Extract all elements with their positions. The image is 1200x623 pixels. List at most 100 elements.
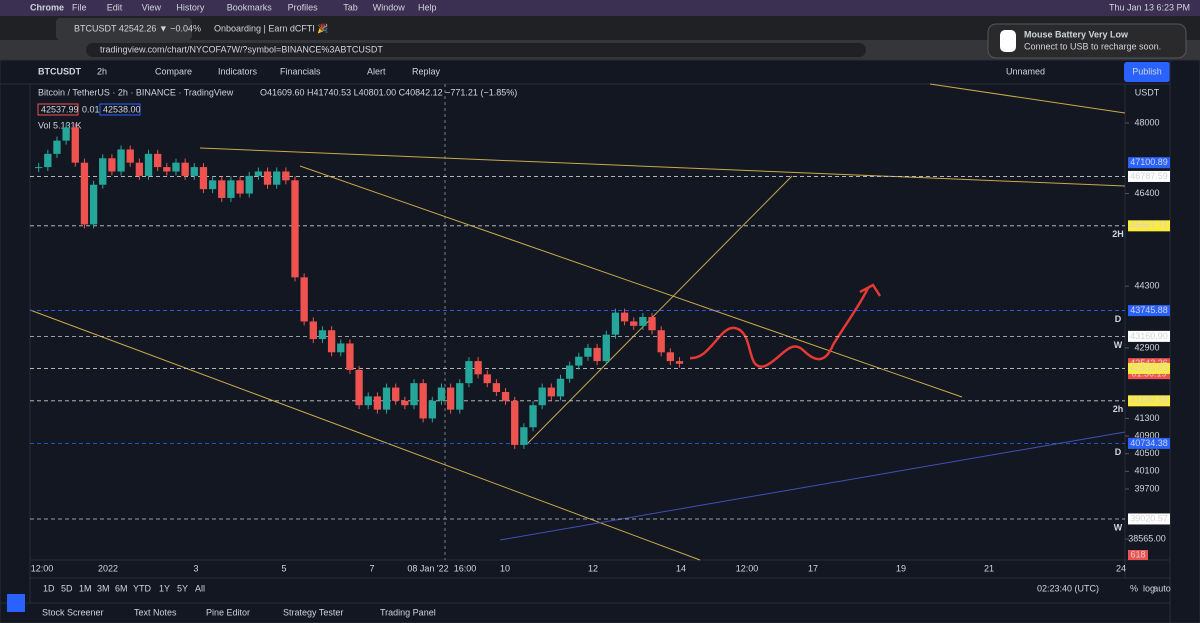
trendlines bbox=[29, 83, 1126, 561]
interval[interactable]: 2h bbox=[97, 66, 107, 76]
publish-button[interactable] bbox=[1124, 62, 1170, 82]
candle bbox=[71, 127, 79, 163]
candle bbox=[492, 383, 501, 392]
candle bbox=[318, 330, 327, 340]
tab[interactable]: Onboarding | Earn dCFTI 🎉 bbox=[214, 22, 329, 34]
candle bbox=[520, 427, 528, 445]
candle bbox=[99, 158, 107, 185]
range[interactable]: 5Y bbox=[177, 583, 188, 593]
panel-tab[interactable]: Stock Screener bbox=[42, 607, 104, 617]
panel-tab[interactable]: Strategy Tester bbox=[283, 607, 343, 617]
candle bbox=[648, 317, 656, 331]
x-tick-label: 19 bbox=[896, 563, 906, 573]
candle bbox=[108, 158, 116, 172]
tool[interactable]: Financials bbox=[280, 66, 321, 76]
menu[interactable]: View bbox=[142, 2, 162, 12]
level-tag: D bbox=[1115, 314, 1122, 324]
candle bbox=[456, 383, 464, 410]
tool[interactable]: Indicators bbox=[218, 66, 258, 76]
menubar bbox=[0, 0, 1200, 16]
menu[interactable]: Window bbox=[373, 2, 406, 12]
candle bbox=[190, 167, 198, 176]
url-field[interactable] bbox=[86, 43, 866, 57]
publish[interactable]: Publish bbox=[1132, 66, 1162, 76]
panel-toggle[interactable] bbox=[7, 594, 25, 612]
range[interactable]: 3M bbox=[97, 583, 110, 593]
menu[interactable]: Edit bbox=[107, 2, 123, 12]
x-tick-label: 5 bbox=[281, 563, 286, 573]
tool[interactable]: Alert bbox=[367, 66, 386, 76]
x-tick-label: 17 bbox=[808, 563, 818, 573]
symbol[interactable]: BTCUSDT bbox=[38, 66, 81, 76]
menu[interactable]: History bbox=[176, 2, 205, 12]
candle bbox=[327, 330, 336, 353]
price-label: 40734.38 bbox=[1130, 438, 1168, 448]
candle bbox=[465, 361, 473, 384]
price-label-bg bbox=[1128, 305, 1170, 317]
range[interactable]: 5D bbox=[61, 583, 73, 593]
candle bbox=[565, 365, 574, 379]
candle bbox=[410, 383, 418, 406]
price-label: 47100.89 bbox=[1130, 157, 1168, 167]
x-tick-label: 16:00 bbox=[454, 563, 477, 573]
bid-box bbox=[37, 103, 79, 116]
x-tick-label: 7 bbox=[369, 563, 374, 573]
panel-tab[interactable]: Text Notes bbox=[134, 607, 177, 617]
scale-option[interactable]: % bbox=[1130, 583, 1138, 593]
active-tab[interactable] bbox=[56, 18, 192, 40]
price-label: 43745.88 bbox=[1130, 305, 1168, 315]
panel-tab[interactable]: Trading Panel bbox=[380, 607, 436, 617]
url: tradingview.com/chart/NYCOFA7W/?symbol=B… bbox=[100, 44, 383, 54]
y-tick-label: 42900 bbox=[1134, 342, 1159, 352]
y-tick-label: 40900 bbox=[1134, 430, 1159, 440]
candle bbox=[135, 162, 144, 176]
vol: 5.131K bbox=[53, 120, 82, 130]
scale-option[interactable]: log bbox=[1143, 583, 1155, 593]
spread: 0.01 bbox=[82, 104, 100, 114]
menu[interactable]: Bookmarks bbox=[227, 2, 273, 12]
candle bbox=[483, 374, 491, 384]
candle bbox=[675, 361, 684, 364]
candle bbox=[657, 330, 665, 353]
scale-option[interactable]: auto bbox=[1153, 583, 1171, 593]
range[interactable]: All bbox=[195, 583, 205, 593]
candle bbox=[35, 167, 43, 169]
menu[interactable]: Profiles bbox=[288, 2, 319, 12]
clock: Thu Jan 13 6:23 PM bbox=[1109, 2, 1190, 12]
layout[interactable]: Unnamed bbox=[1006, 66, 1045, 76]
y-tick-label: 40100 bbox=[1134, 466, 1159, 476]
price-label-bg bbox=[1128, 437, 1170, 449]
menu[interactable]: Help bbox=[418, 2, 437, 12]
app-name: Chrome bbox=[30, 2, 64, 12]
level-tag: 2h bbox=[1113, 404, 1124, 414]
tool[interactable]: Compare bbox=[155, 66, 192, 76]
candle bbox=[273, 171, 281, 185]
blue-trendline bbox=[499, 431, 1126, 541]
candle bbox=[501, 391, 510, 401]
x-tick-label: 12:00 bbox=[31, 563, 54, 573]
currency: USDT bbox=[1135, 87, 1160, 97]
y-tick-label: 38565.00 bbox=[1128, 533, 1166, 543]
range[interactable]: 1M bbox=[79, 583, 92, 593]
candle bbox=[300, 277, 308, 322]
range[interactable]: 6M bbox=[115, 583, 128, 593]
tool[interactable]: Replay bbox=[412, 66, 441, 76]
left-toolbar bbox=[0, 83, 31, 605]
panel-tab[interactable]: Pine Editor bbox=[206, 607, 250, 617]
menu[interactable]: Tab bbox=[343, 2, 358, 12]
candle bbox=[428, 400, 436, 419]
vol-label: Vol bbox=[38, 120, 51, 130]
candle bbox=[364, 396, 372, 406]
notification-box[interactable] bbox=[987, 23, 1187, 59]
x-tick-label: 14 bbox=[676, 563, 686, 573]
range[interactable]: YTD bbox=[133, 583, 152, 593]
menu[interactable]: File bbox=[72, 2, 87, 12]
candle bbox=[163, 167, 171, 172]
candle bbox=[373, 396, 382, 410]
tab[interactable]: BTCUSDT 42542.26 ▼ −0.04% bbox=[74, 23, 201, 33]
range[interactable]: 1D bbox=[43, 583, 55, 593]
candle bbox=[337, 343, 345, 353]
level-tag: D bbox=[1115, 447, 1122, 457]
range[interactable]: 1Y bbox=[159, 583, 170, 593]
